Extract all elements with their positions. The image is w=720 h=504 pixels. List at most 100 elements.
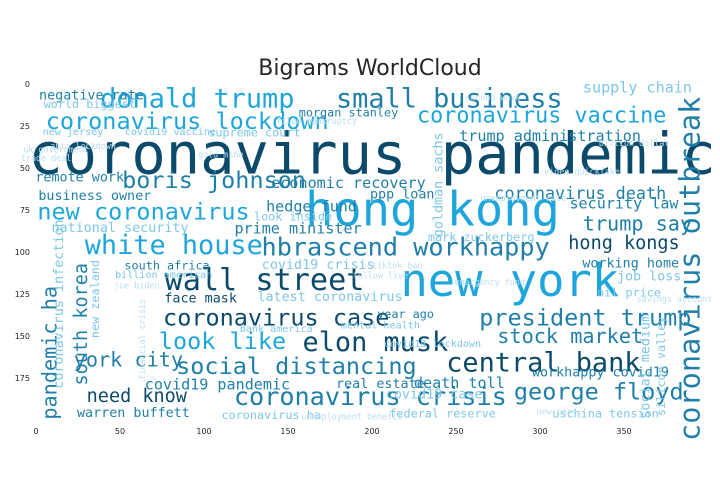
word-billion-dollar: billion dollar <box>599 138 670 148</box>
word-oil-price: oil price <box>597 285 661 299</box>
x-tick-label: 150 <box>280 427 295 436</box>
y-tick-label: 75 <box>20 206 30 215</box>
word-coronavirus-crisis: coronavirus crisis <box>234 382 507 411</box>
word-negative-rate: negative rate <box>39 88 144 103</box>
word-year-ago: year ago <box>377 307 434 321</box>
x-axis: 0 50 100 150 200 250 300 350 <box>33 427 631 436</box>
word-trade-deal: trade deal <box>21 153 71 163</box>
word-donald-trump: donald trump <box>100 84 294 115</box>
x-tick-label: 100 <box>196 427 211 436</box>
word-hong-kongs: hong kongs <box>568 233 679 254</box>
word-latest-coronavirus: latest coronavirus <box>257 290 402 305</box>
word-new-jersey: new jersey <box>43 127 104 138</box>
word-prime-minister: prime minister <box>234 219 361 237</box>
word-white-house: white house <box>85 230 263 261</box>
word-bank-america: bank america <box>240 324 313 335</box>
word-covid19-crisis: covid19 crisis <box>262 258 375 273</box>
x-tick-label: 50 <box>115 427 125 436</box>
y-axis: 0 25 50 75 100 125 150 175 <box>15 80 30 383</box>
word-working-home: working home <box>582 256 679 271</box>
word-look-like: look like <box>159 327 286 355</box>
word-financial-crisis: financial crisis <box>137 299 147 380</box>
word-workhappy-covid19: workhappy covid19 <box>532 365 669 380</box>
word-unemployment-rate: unemployment rate <box>480 193 566 203</box>
word-goldman-sachs: goldman sachs <box>432 132 447 237</box>
word-emergency-fund: emergency fund <box>454 277 525 287</box>
word-unemployment-benefit: unemployment benefit <box>301 412 402 422</box>
x-tick-label: 200 <box>364 427 379 436</box>
word-social-medium: social medium <box>638 314 653 419</box>
word-covid19-case: covid19 case <box>386 387 483 402</box>
word-hbrascend-workhappy: hbrascend workhappy <box>262 232 550 261</box>
word-social-distancing: social distancing <box>176 352 417 380</box>
word-stock-market: stock market <box>497 324 643 348</box>
word-silicon-valley: silicon valley <box>654 317 668 416</box>
word-coronavirus-death: coronavirus death <box>494 183 666 203</box>
word-central-bank: central bank <box>446 347 640 378</box>
word-covid19-vaccine: covid19 vaccine <box>125 127 216 138</box>
word-new-case: new case <box>537 407 577 417</box>
word-follow-live: follow live <box>353 271 408 281</box>
x-tick-label: 250 <box>448 427 463 436</box>
word-new-york: new york <box>400 254 619 307</box>
word-covid19-lockdown: covid19 lockdown <box>384 339 481 350</box>
x-tick-label: 0 <box>33 427 38 436</box>
word-morgan-stanley: morgan stanley <box>299 106 398 120</box>
word-south-africa: south africa <box>124 258 209 272</box>
word-tiktok-ban: tiktok ban <box>372 260 422 270</box>
y-tick-label: 25 <box>20 122 30 131</box>
word-economic-recovery: economic recovery <box>271 174 425 192</box>
word-ppp-loan: ppp loan <box>370 187 435 202</box>
word-need-know: need know <box>87 386 188 407</box>
y-tick-label: 175 <box>15 374 30 383</box>
plot-area <box>36 84 708 420</box>
word-supreme-court: supreme court <box>208 126 300 140</box>
word-supply-chain: supply chain <box>583 78 692 96</box>
word-video-quickfake: video quickfake <box>544 166 620 176</box>
word-small-business: small business <box>336 84 563 115</box>
word-mark-zuckerberg: mark zuckerberg <box>428 230 535 244</box>
word-coronavirus-pandemic: coronavirus pandemic <box>28 122 715 188</box>
chart-title: Bigrams WorldCloud <box>258 56 482 81</box>
word-anti-lockdown: anti lockdown <box>50 141 116 151</box>
word-billion-american: billion american <box>115 270 212 281</box>
word-elon-musk: elon musk <box>303 327 449 358</box>
word-filed-bankruptcy: filed bankruptcy <box>276 116 357 126</box>
word-mental-health: mental health <box>341 320 420 331</box>
word-remote-work: remote work <box>35 171 124 186</box>
word-coronavirus-ha: coronavirus ha <box>221 408 320 422</box>
word-trump-say: trump say <box>583 211 692 235</box>
word-world-biggest: world biggest <box>44 97 136 111</box>
word-boris-johnson: boris johnson <box>122 166 306 194</box>
word-uschina-tension: uschina tension <box>552 406 659 420</box>
word-uk-government: uk government <box>23 145 89 155</box>
y-tick-label: 125 <box>15 290 30 299</box>
word-coronavirus-outbreak: coronavirus outbreak <box>673 97 707 441</box>
word-pandemic-ha: pandemic ha <box>37 286 61 420</box>
y-tick-label: 100 <box>15 248 30 257</box>
word-federal-reserve: federal reserve <box>389 406 496 420</box>
x-tick-label: 350 <box>616 427 631 436</box>
word-warren-buffett: warren buffett <box>77 406 190 421</box>
word-new-zealand: new zealand <box>88 260 102 338</box>
word-real-estate: real estate <box>336 377 425 392</box>
word-death-toll: death toll <box>414 374 505 392</box>
word-coronavirus-case: coronavirus case <box>163 304 389 332</box>
word-business-owner: business owner <box>38 189 151 204</box>
word-south-korea: south korea <box>71 263 92 386</box>
word-hedge-fund: hedge fund <box>266 198 357 216</box>
y-tick-label: 50 <box>20 164 30 173</box>
word-gold-mine: gold mine <box>198 150 243 160</box>
word-joe-biden: joe biden <box>114 281 159 291</box>
word-coronavirus-lockdown: coronavirus lockdown <box>46 107 329 135</box>
y-tick-label: 150 <box>15 332 30 341</box>
word-second-wave: second wave <box>465 92 520 102</box>
word-hong-kong: hong kong <box>305 183 560 238</box>
word-savings-account: savings account <box>637 294 713 304</box>
word-new-coronavirus: new coronavirus <box>37 198 249 226</box>
word-coronavirus-vaccine: coronavirus vaccine <box>417 103 666 128</box>
word-look-inside: look inside <box>254 210 332 224</box>
word-face-mask: face mask <box>164 292 237 307</box>
